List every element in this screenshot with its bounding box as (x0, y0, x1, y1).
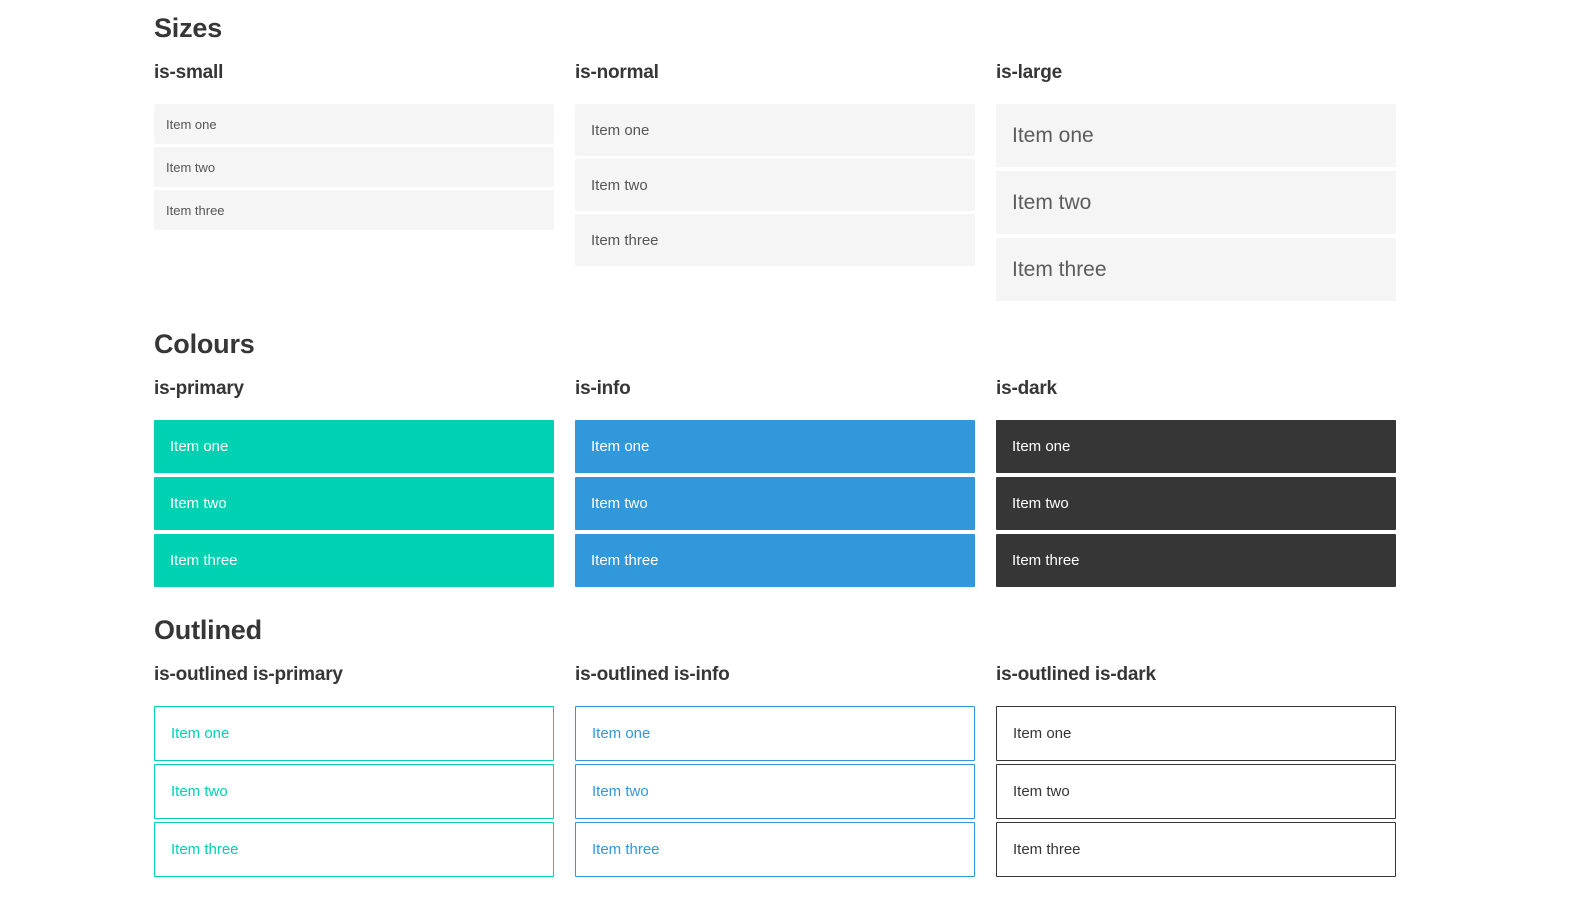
list-item: Item two (996, 764, 1396, 819)
section-outlined: Outlined is-outlined is-primary Item one… (154, 617, 1396, 880)
column-is-primary: is-primary Item one Item two Item three (154, 379, 554, 591)
outlined-grid: is-outlined is-primary Item one Item two… (154, 665, 1396, 880)
column-is-normal: is-normal Item one Item two Item three (575, 63, 975, 269)
list-item: Item one (575, 104, 975, 156)
list-is-large: Item one Item two Item three (996, 104, 1396, 301)
column-is-outlined-is-dark: is-outlined is-dark Item one Item two It… (996, 665, 1396, 880)
list-item: Item three (575, 534, 975, 587)
column-is-outlined-is-info: is-outlined is-info Item one Item two It… (575, 665, 975, 880)
list-is-outlined-is-dark: Item one Item two Item three (996, 706, 1396, 877)
section-sizes: Sizes is-small Item one Item two Item th… (154, 15, 1396, 305)
variant-title-is-outlined-is-dark: is-outlined is-dark (996, 664, 1156, 685)
list-item: Item two (575, 477, 975, 530)
section-title-colours: Colours (154, 329, 255, 359)
list-item: Item two (575, 764, 975, 819)
variant-title-is-dark: is-dark (996, 378, 1057, 399)
list-item: Item two (154, 147, 554, 187)
list-item: Item three (996, 238, 1396, 301)
list-item: Item three (996, 534, 1396, 587)
variant-title-is-info: is-info (575, 378, 631, 399)
column-is-small: is-small Item one Item two Item three (154, 63, 554, 233)
list-is-primary: Item one Item two Item three (154, 420, 554, 587)
section-title-sizes: Sizes (154, 13, 223, 43)
column-is-dark: is-dark Item one Item two Item three (996, 379, 1396, 591)
variant-title-is-outlined-is-primary: is-outlined is-primary (154, 664, 343, 685)
list-item: Item one (575, 706, 975, 761)
list-item: Item one (996, 706, 1396, 761)
list-is-normal: Item one Item two Item three (575, 104, 975, 266)
variant-title-is-outlined-is-info: is-outlined is-info (575, 664, 730, 685)
column-is-info: is-info Item one Item two Item three (575, 379, 975, 591)
column-is-large: is-large Item one Item two Item three (996, 63, 1396, 305)
section-title-outlined: Outlined (154, 615, 262, 645)
variant-title-is-large: is-large (996, 62, 1062, 83)
colours-grid: is-primary Item one Item two Item three … (154, 379, 1396, 591)
list-is-outlined-is-info: Item one Item two Item three (575, 706, 975, 877)
list-item: Item three (154, 822, 554, 877)
list-is-small: Item one Item two Item three (154, 104, 554, 230)
list-item: Item three (575, 822, 975, 877)
list-item: Item two (154, 477, 554, 530)
list-item: Item two (996, 477, 1396, 530)
variant-title-is-small: is-small (154, 62, 224, 83)
list-item: Item one (154, 420, 554, 473)
list-item: Item two (154, 764, 554, 819)
list-item: Item one (154, 104, 554, 144)
variant-title-is-primary: is-primary (154, 378, 244, 399)
list-is-dark: Item one Item two Item three (996, 420, 1396, 587)
list-item: Item three (996, 822, 1396, 877)
list-item: Item one (996, 420, 1396, 473)
list-item: Item one (575, 420, 975, 473)
list-is-info: Item one Item two Item three (575, 420, 975, 587)
list-item: Item three (575, 214, 975, 266)
column-is-outlined-is-primary: is-outlined is-primary Item one Item two… (154, 665, 554, 880)
list-item: Item one (996, 104, 1396, 167)
list-item: Item one (154, 706, 554, 761)
section-colours: Colours is-primary Item one Item two Ite… (154, 331, 1396, 591)
variant-title-is-normal: is-normal (575, 62, 659, 83)
list-item: Item three (154, 534, 554, 587)
list-is-outlined-is-primary: Item one Item two Item three (154, 706, 554, 877)
list-item: Item three (154, 190, 554, 230)
list-item: Item two (996, 171, 1396, 234)
styleguide-page: Sizes is-small Item one Item two Item th… (154, 15, 1396, 880)
sizes-grid: is-small Item one Item two Item three is… (154, 63, 1396, 305)
list-item: Item two (575, 159, 975, 211)
